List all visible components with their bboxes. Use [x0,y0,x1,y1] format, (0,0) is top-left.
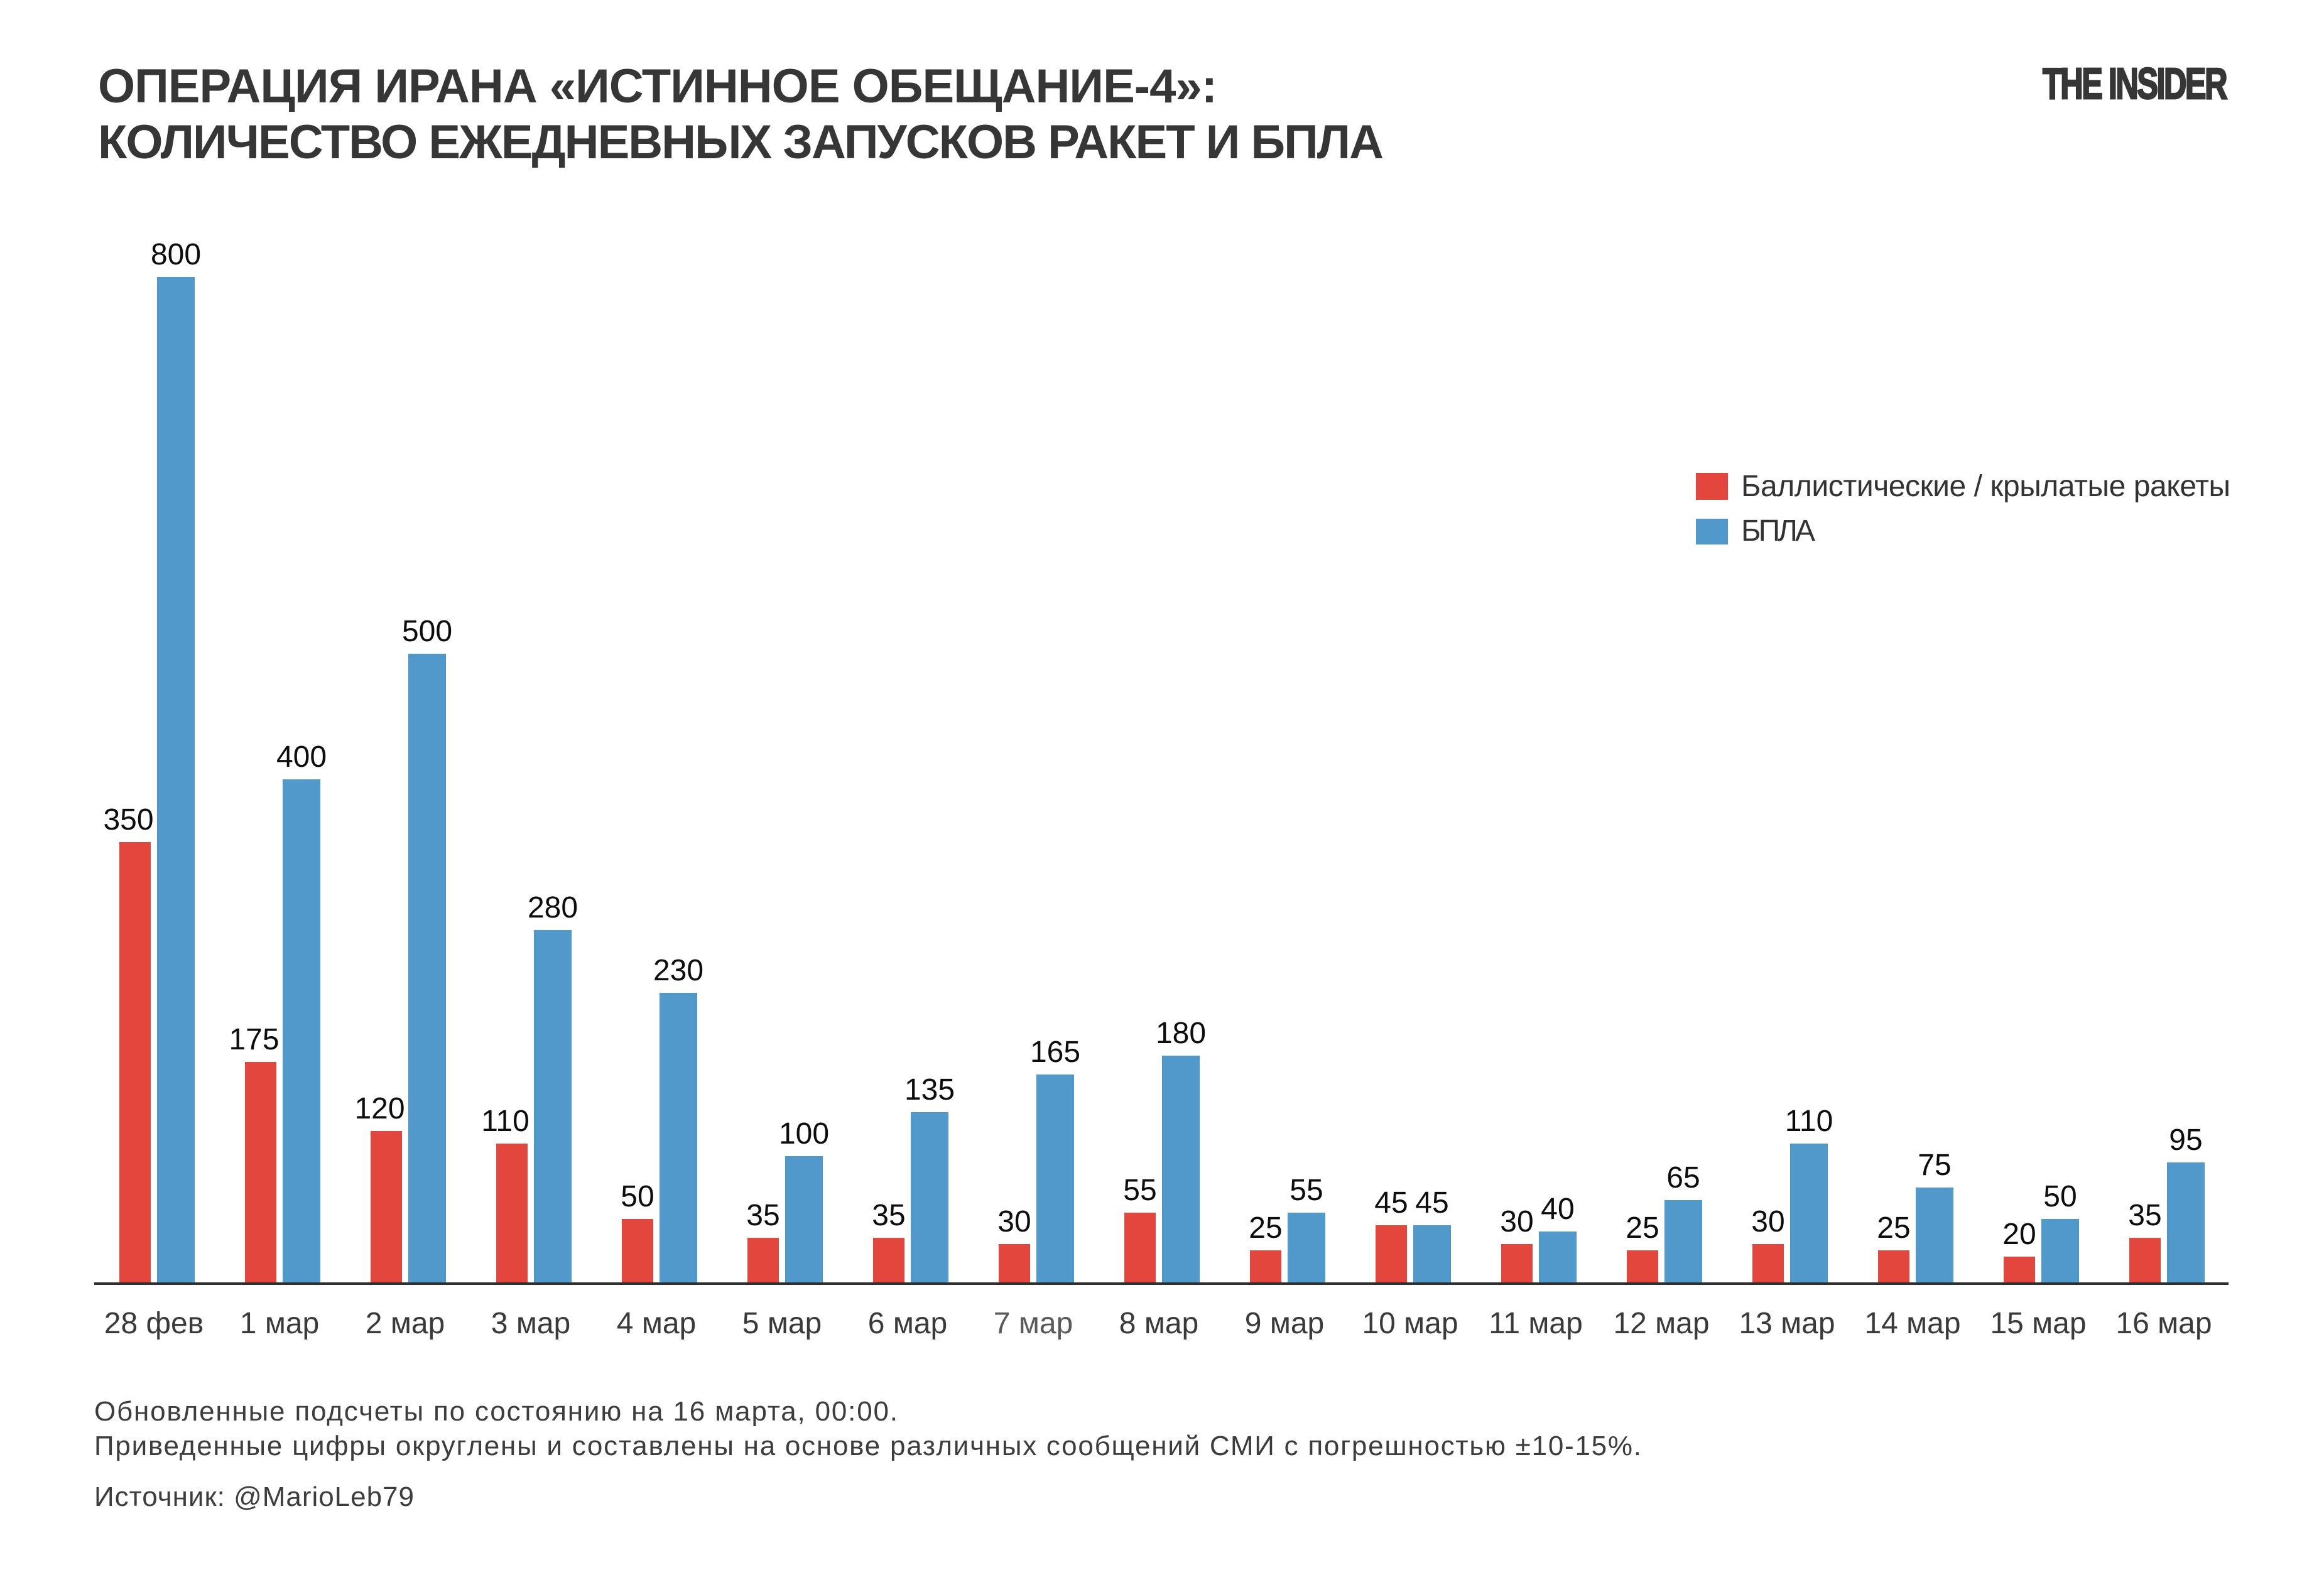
svg-text:100: 100 [779,1117,829,1150]
svg-text:25: 25 [1626,1211,1659,1245]
svg-text:Обновленные подсчеты по состоя: Обновленные подсчеты по состоянию на 16 … [94,1396,898,1427]
svg-text:БПЛА: БПЛА [1741,514,1815,548]
svg-text:35: 35 [2128,1199,2161,1232]
svg-text:ОПЕРАЦИЯ ИРАНА «ИСТИННОЕ ОБЕЩА: ОПЕРАЦИЯ ИРАНА «ИСТИННОЕ ОБЕЩАНИЕ-4»: [98,60,1217,113]
svg-text:35: 35 [746,1199,779,1232]
svg-text:35: 35 [872,1199,905,1232]
svg-text:Приведенные цифры округлены и: Приведенные цифры округлены и составлены… [94,1431,1641,1461]
svg-text:20: 20 [2002,1218,2036,1251]
svg-text:13 мар: 13 мар [1739,1307,1835,1340]
svg-text:12 мар: 12 мар [1613,1307,1709,1340]
svg-text:230: 230 [653,954,703,987]
svg-text:135: 135 [904,1073,955,1107]
svg-text:15 мар: 15 мар [1990,1307,2086,1340]
svg-text:30: 30 [1500,1205,1533,1238]
svg-text:9 мар: 9 мар [1245,1307,1324,1340]
svg-text:10 мар: 10 мар [1362,1307,1458,1340]
svg-text:500: 500 [402,615,452,648]
svg-text:120: 120 [354,1092,405,1125]
svg-text:14 мар: 14 мар [1864,1307,1960,1340]
svg-text:Баллистические / крылатые раке: Баллистические / крылатые ракеты [1741,470,2230,503]
svg-text:30: 30 [1751,1205,1784,1238]
svg-text:65: 65 [1666,1161,1700,1194]
svg-text:95: 95 [2169,1123,2202,1157]
svg-text:25: 25 [1877,1211,1910,1245]
svg-text:110: 110 [1785,1105,1833,1138]
svg-text:50: 50 [2043,1180,2077,1213]
svg-text:КОЛИЧЕСТВО ЕЖЕДНЕВНЫХ ЗАПУСКОВ: КОЛИЧЕСТВО ЕЖЕДНЕВНЫХ ЗАПУСКОВ РАКЕТ И Б… [98,116,1384,169]
svg-text:30: 30 [997,1205,1031,1238]
svg-text:45: 45 [1374,1186,1408,1220]
svg-text:110: 110 [481,1105,529,1138]
svg-text:800: 800 [151,238,201,271]
svg-text:11 мар: 11 мар [1489,1307,1583,1340]
svg-text:75: 75 [1918,1149,1951,1182]
svg-text:8 мар: 8 мар [1119,1307,1198,1340]
svg-text:400: 400 [276,740,327,774]
svg-text:4 мар: 4 мар [617,1307,696,1340]
svg-text:3 мар: 3 мар [491,1307,570,1340]
svg-text:6 мар: 6 мар [868,1307,947,1340]
svg-text:THE INSIDER: THE INSIDER [2043,59,2227,108]
svg-text:175: 175 [229,1023,279,1056]
svg-text:165: 165 [1030,1036,1080,1069]
svg-text:16 мар: 16 мар [2115,1307,2212,1340]
svg-text:40: 40 [1541,1193,1574,1226]
svg-text:55: 55 [1123,1174,1156,1207]
svg-text:7 мар: 7 мар [994,1307,1073,1340]
svg-text:180: 180 [1156,1017,1206,1050]
svg-text:5 мар: 5 мар [742,1307,822,1340]
svg-text:45: 45 [1415,1186,1448,1220]
svg-text:350: 350 [103,803,153,836]
svg-text:1 мар: 1 мар [240,1307,319,1340]
svg-text:25: 25 [1249,1211,1282,1245]
svg-text:50: 50 [621,1180,654,1213]
svg-text:Источник: @MarioLeb79: Источник: @MarioLeb79 [94,1481,414,1512]
svg-text:55: 55 [1290,1174,1323,1207]
svg-text:280: 280 [528,891,578,924]
svg-text:28 фев: 28 фев [104,1307,204,1340]
svg-text:2 мар: 2 мар [366,1307,445,1340]
